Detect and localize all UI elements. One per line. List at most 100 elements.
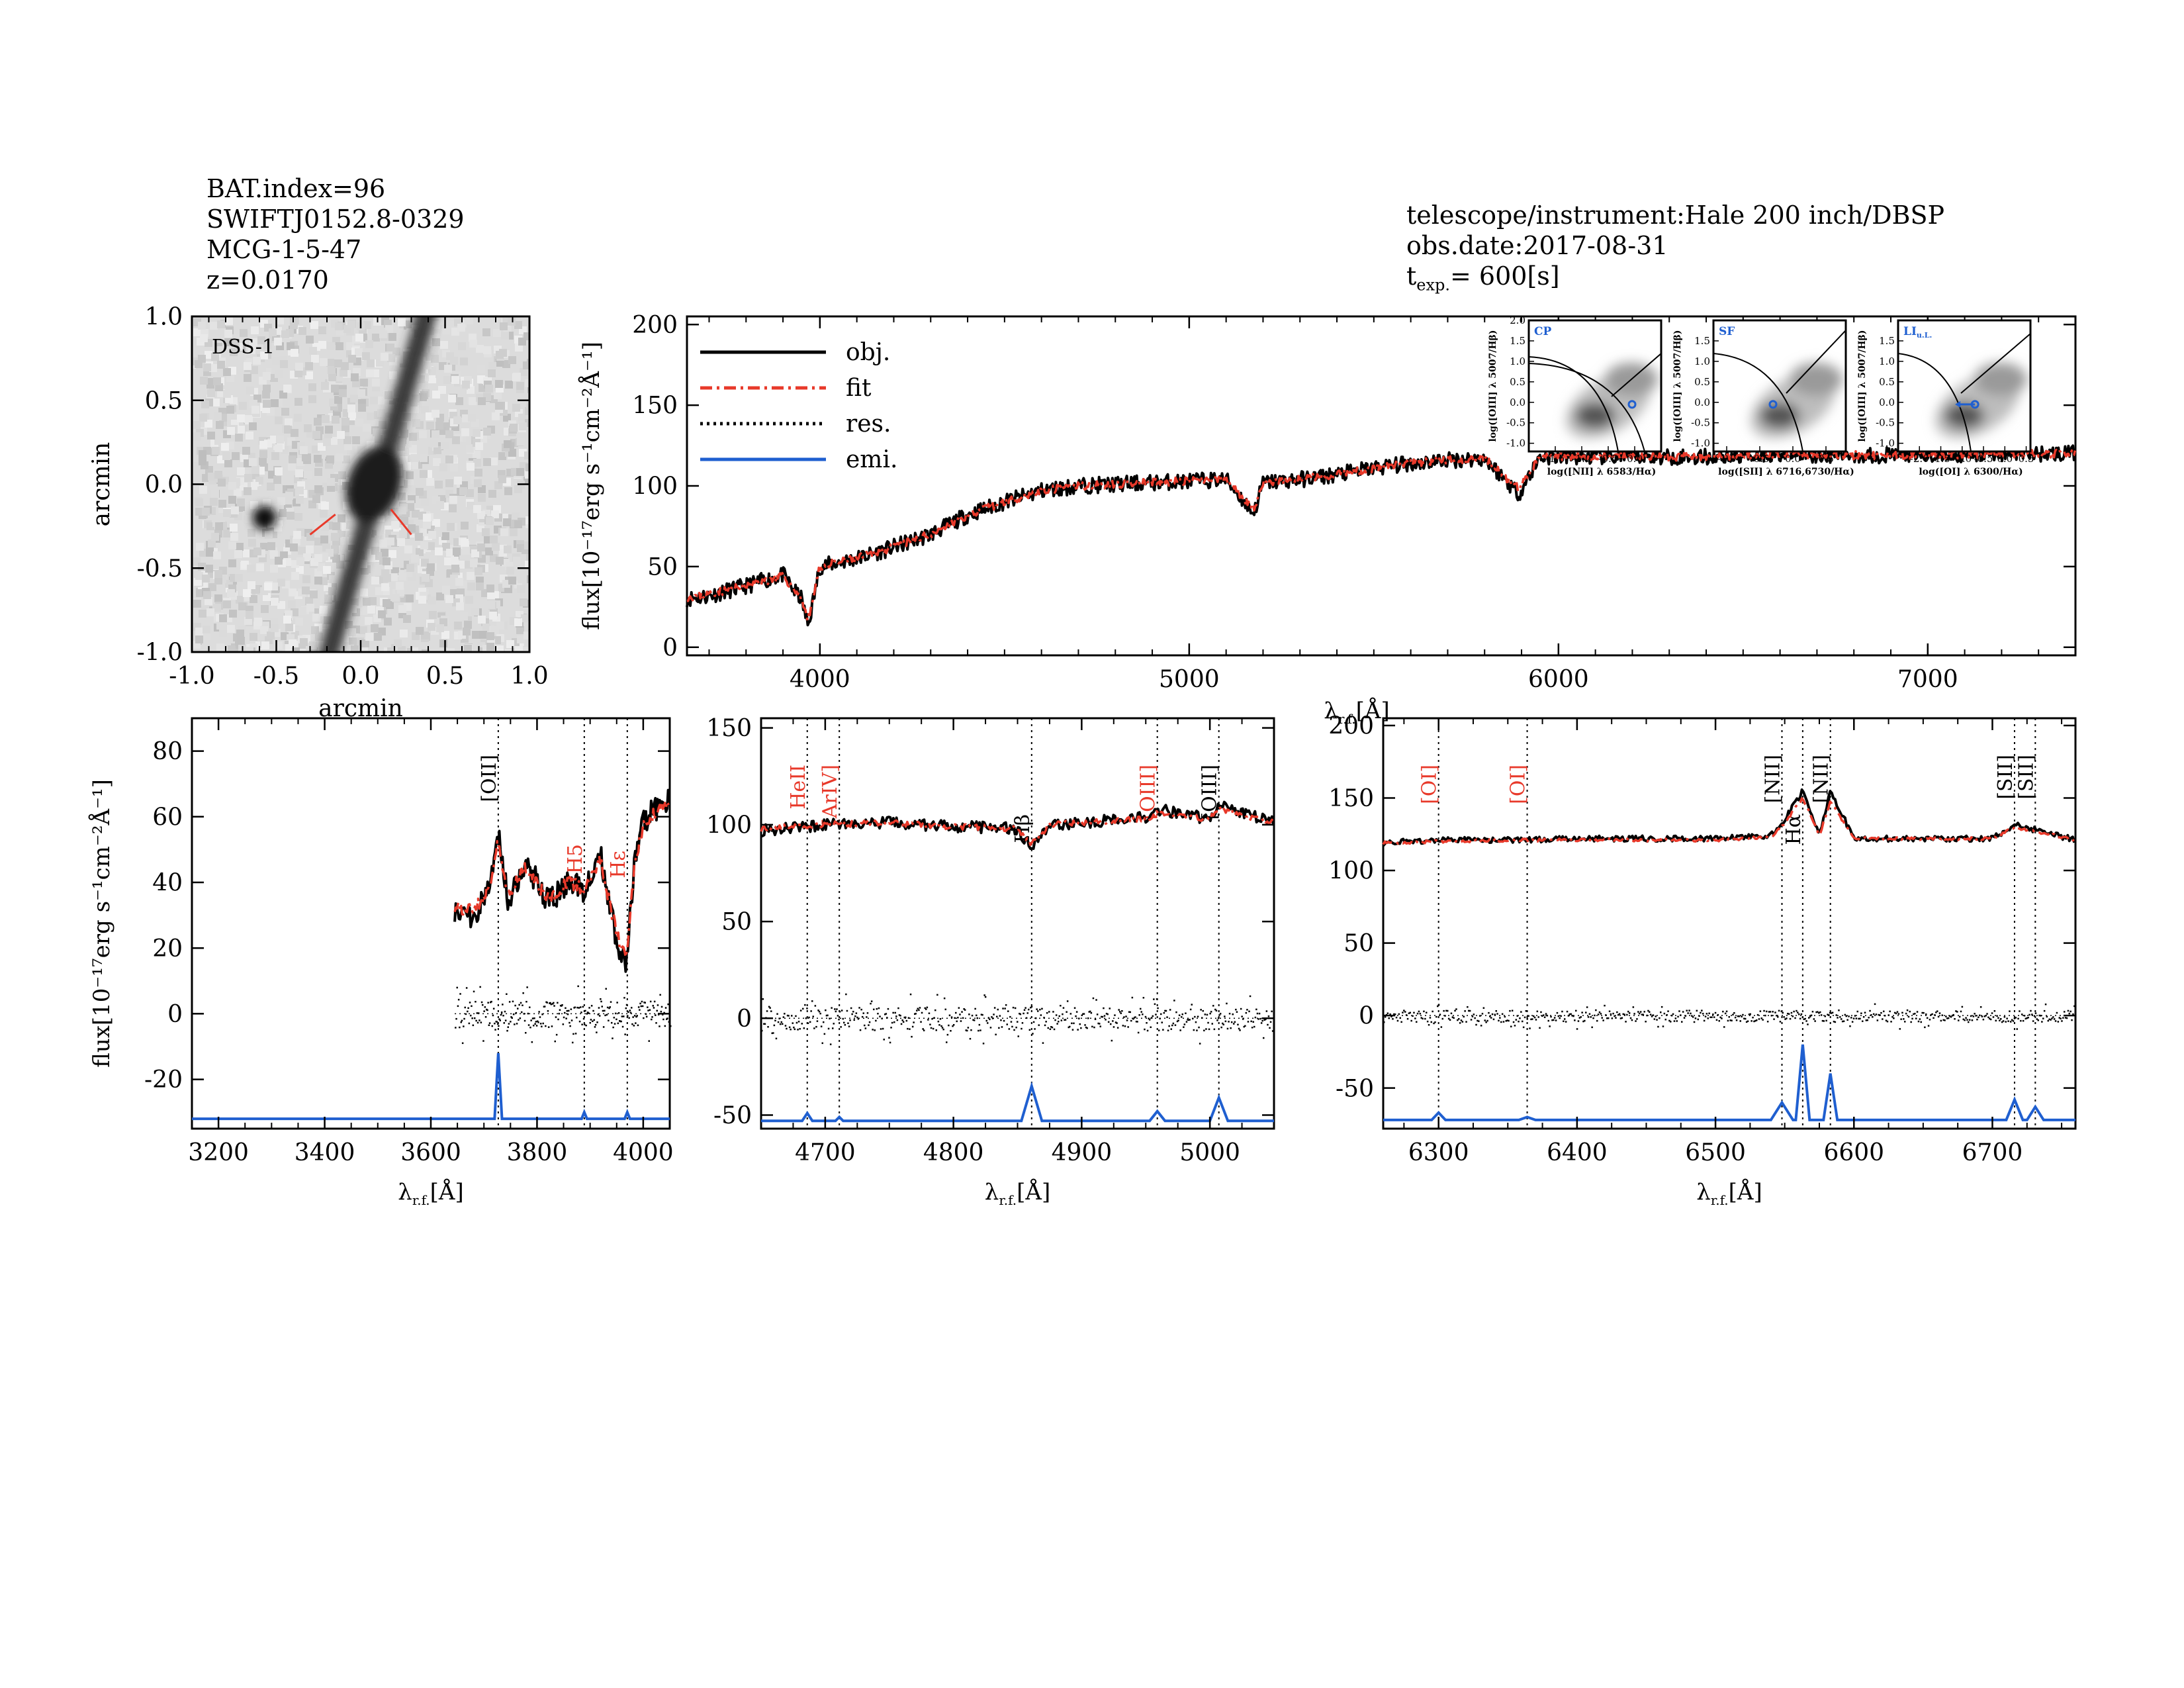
dss-noise-pixel <box>281 330 289 338</box>
zoom-hb-residual-point <box>776 1013 778 1015</box>
dss-noise-pixel <box>267 632 275 639</box>
zoom-ha-residual-point <box>1510 1025 1512 1027</box>
zoom-hb-residual-point <box>1235 1008 1237 1011</box>
zoom-hb-residual-point <box>844 1024 846 1026</box>
zoom-hb-residual-point <box>1071 1022 1073 1025</box>
dss-noise-pixel <box>466 489 474 497</box>
zoom-ha-residual-point <box>1749 1013 1751 1015</box>
zoom-ha-ytick-label: 100 <box>1328 858 1374 885</box>
zoom-hb-residual-point <box>775 1037 778 1040</box>
zoom-hb-residual-point <box>1196 1029 1198 1031</box>
zoom-oii-residual-point <box>531 1017 534 1019</box>
dss-noise-pixel <box>306 545 314 553</box>
zoom-hb-residual-point <box>935 1029 937 1031</box>
zoom-hb-residual-point <box>976 1014 978 1017</box>
zoom-hb-residual-point <box>1263 1019 1265 1021</box>
zoom-ha-residual-point <box>1492 1018 1495 1021</box>
spectrum-ylabel: flux[10⁻¹⁷erg s⁻¹cm⁻²Å⁻¹] <box>578 342 605 630</box>
bpt-oi-xtick-label: -1.5 <box>1931 453 1950 465</box>
zoom-ha-residual-point <box>1530 1018 1532 1021</box>
zoom-ha-residual-point <box>1891 1016 1893 1018</box>
zoom-oii-residual-point <box>492 1008 495 1009</box>
dss-noise-pixel <box>227 427 235 435</box>
zoom-hb-residual-point <box>987 1022 989 1024</box>
zoom-hb-residual-point <box>1153 998 1155 1000</box>
zoom-hb-residual-point <box>901 1019 903 1021</box>
zoom-ha-residual-point <box>1952 1013 1954 1016</box>
zoom-ha-residual-point <box>1677 1015 1679 1018</box>
zoom-hb-residual-point <box>868 1024 870 1026</box>
zoom-hb-residual-point <box>909 993 912 996</box>
dss-noise-pixel <box>410 461 418 469</box>
dss-noise-pixel <box>332 522 340 530</box>
dss-noise-pixel <box>470 559 478 567</box>
dss-noise-pixel <box>360 588 368 596</box>
zoom-oii-residual-point <box>632 1016 634 1018</box>
zoom-oii-residual-point <box>633 1025 635 1027</box>
zoom-ha-residual-point <box>1608 1010 1611 1012</box>
dss-noise-pixel <box>367 554 375 562</box>
zoom-hb-residual-point <box>1161 1021 1163 1023</box>
zoom-ha-residual-point <box>1966 1019 1968 1021</box>
zoom-ha-residual-point <box>1668 1019 1670 1022</box>
dss-noise-pixel <box>291 572 299 580</box>
dss-noise-pixel <box>436 592 444 600</box>
zoom-hb-residual-point <box>1048 1011 1050 1013</box>
zoom-oii-residual-point <box>463 1017 465 1020</box>
zoom-ha-residual-point <box>1670 1021 1672 1023</box>
zoom-ha-residual-point <box>1768 1011 1770 1013</box>
zoom-ha-residual-point <box>1646 1014 1648 1017</box>
dss-noise-pixel <box>518 575 525 583</box>
zoom-ha-residual-point <box>1970 1015 1972 1017</box>
dss-noise-pixel <box>350 395 358 402</box>
zoom-ha-residual-point <box>1851 1021 1854 1023</box>
zoom-ha-residual-point <box>2030 1009 2032 1012</box>
zoom-ha-residual-point <box>1480 1025 1482 1027</box>
dss-noise-pixel <box>259 450 267 458</box>
zoom-ha-residual-point <box>1426 1011 1428 1013</box>
zoom-hb-residual-point <box>1240 1008 1242 1010</box>
dss-noise-pixel <box>305 597 313 605</box>
bpt-nii-ytick-label: 1.0 <box>1510 355 1525 367</box>
zoom-ha-residual-point <box>2000 1018 2002 1020</box>
zoom-ha-residual-point <box>1566 1010 1569 1013</box>
zoom-ha-residual-point <box>1441 1017 1443 1020</box>
zoom-ha-residual-point <box>1418 1010 1420 1013</box>
dss-noise-pixel <box>363 321 371 329</box>
zoom-oii-residual-point <box>561 1004 563 1006</box>
dss-noise-pixel <box>461 522 469 530</box>
zoom-ha-residual-point <box>1596 1019 1598 1022</box>
zoom-hb-residual-point <box>1052 1011 1054 1013</box>
zoom-ha-residual-point <box>1796 1009 1797 1012</box>
zoom-oii-residual-point <box>511 1017 513 1019</box>
zoom-hb-residual-point <box>995 1033 997 1036</box>
dss-noise-pixel <box>227 589 235 597</box>
zoom-oii-residual-point <box>512 1000 514 1003</box>
zoom-ha-residual-point <box>1788 1013 1790 1015</box>
zoom-oii-residual-point <box>518 1019 520 1021</box>
dss-noise-pixel <box>508 356 516 364</box>
bpt-sii-ytick-label: 0.5 <box>1694 376 1710 388</box>
dss-noise-pixel <box>227 625 235 633</box>
zoom-ha-residual-point <box>1606 1017 1608 1019</box>
zoom-oii-residual-point <box>564 1011 566 1014</box>
zoom-oii-residual-point <box>648 1040 650 1042</box>
zoom-oii-residual-point <box>576 1006 578 1009</box>
zoom-ha-residual-point <box>1844 1013 1846 1016</box>
dss-noise-pixel <box>271 504 279 512</box>
zoom-oii-residual-point <box>546 1002 548 1004</box>
zoom-hb-residual-point <box>983 994 985 996</box>
zoom-hb-residual-point <box>835 1010 837 1013</box>
zoom-oii-residual-point <box>602 1009 604 1012</box>
bpt-nii-demarcation <box>1611 353 1661 397</box>
dss-noise-pixel <box>447 523 455 531</box>
dss-noise-pixel <box>508 449 516 457</box>
spectrum-fit-line <box>686 448 2077 622</box>
zoom-hb-residual-point <box>884 1013 886 1015</box>
dss-noise-pixel <box>487 592 495 600</box>
zoom-ha-residual-point <box>1623 1013 1625 1015</box>
zoom-oii-residual-point <box>480 1001 483 1004</box>
zoom-ha-residual-point <box>1803 1018 1805 1020</box>
dss-noise-pixel <box>318 341 326 349</box>
zoom-oii-residual-point <box>510 1016 512 1018</box>
